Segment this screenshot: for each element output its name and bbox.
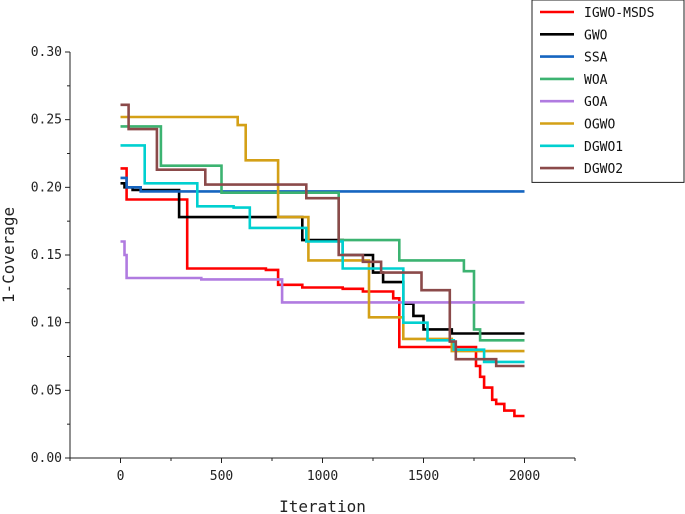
y-tick-label: 0.25 bbox=[31, 113, 62, 128]
series-line-woa bbox=[120, 125, 525, 342]
x-tick-label: 0 bbox=[117, 469, 125, 484]
x-axis-title: Iteration bbox=[279, 497, 366, 514]
y-tick-label: 0.15 bbox=[31, 248, 62, 263]
y-tick-label: 0.00 bbox=[31, 451, 62, 466]
legend: IGWO-MSDS GWO SSA WOA GOA OGWO DGWO1 DGWO2 bbox=[531, 0, 685, 183]
legend-label: DGWO2 bbox=[584, 162, 623, 177]
series-line-ssa bbox=[120, 176, 525, 193]
y-tick-label: 0.30 bbox=[31, 45, 62, 60]
legend-label: OGWO bbox=[584, 118, 615, 133]
series-line-ogwo bbox=[120, 115, 525, 353]
legend-label: GWO bbox=[584, 28, 608, 43]
y-axis-title: 1-Coverage bbox=[0, 207, 18, 303]
series-line-goa bbox=[120, 240, 525, 304]
plot-series-group bbox=[120, 103, 525, 418]
y-tick-label: 0.05 bbox=[31, 383, 62, 398]
y-tick-label: 0.10 bbox=[31, 316, 62, 331]
legend-box bbox=[531, 0, 685, 183]
x-tick-label: 1000 bbox=[307, 469, 338, 484]
x-tick-label: 1500 bbox=[408, 469, 439, 484]
legend-label: DGWO1 bbox=[584, 140, 623, 155]
legend-label: GOA bbox=[584, 95, 608, 110]
axes-group: 0.00 0.05 0.10 0.15 0.20 0.25 0.30 0 500 1000 1500… bbox=[31, 45, 576, 484]
y-tick-label: 0.20 bbox=[31, 180, 62, 195]
x-tick-label: 2000 bbox=[509, 469, 540, 484]
series-line-igwo-msds bbox=[120, 167, 525, 418]
legend-label: WOA bbox=[584, 73, 608, 88]
legend-label: SSA bbox=[584, 51, 608, 66]
series-line-dgwo1 bbox=[120, 144, 525, 364]
legend-label: IGWO-MSDS bbox=[584, 6, 654, 21]
series-line-dgwo2 bbox=[120, 103, 525, 368]
x-tick-label: 500 bbox=[210, 469, 233, 484]
series-line-gwo bbox=[120, 182, 525, 335]
